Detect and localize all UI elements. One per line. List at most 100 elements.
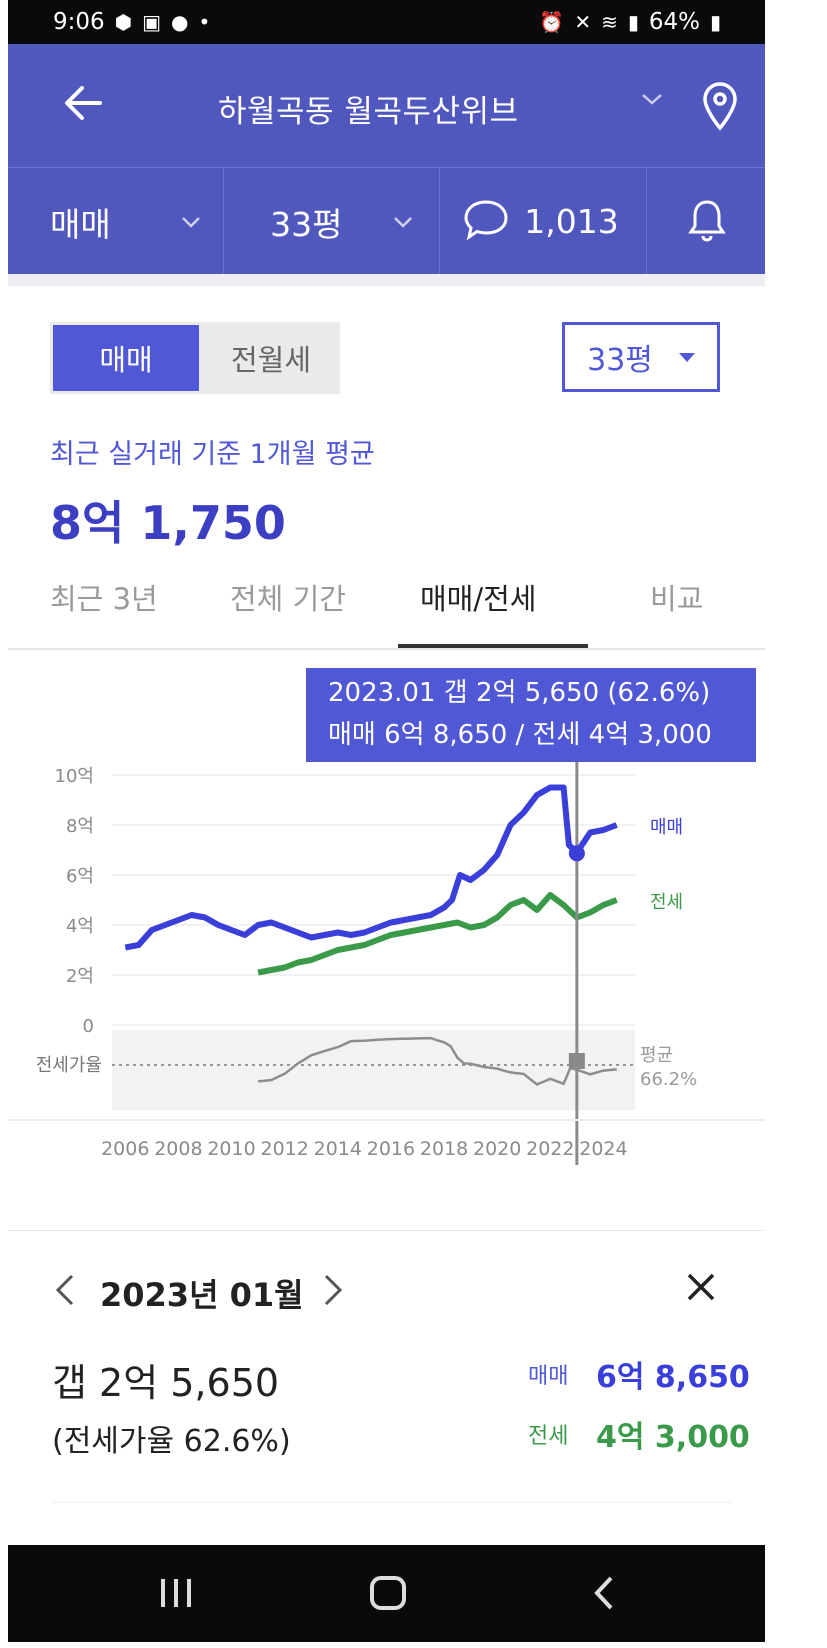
tooltip-line-2: 매매 6억 8,650 / 전세 4억 3,000 [328,720,712,750]
size-select[interactable]: 33평 [562,322,720,392]
deal-type-dropdown[interactable]: 매매 [8,168,225,275]
chevron-right-icon [324,1274,343,1306]
chat-notification-icon: ● [171,10,189,34]
recent-average-label: 최근 실거래 기준 1개월 평균 [50,439,375,470]
sale-series-line [124,784,618,951]
status-bar: 9:06 ⬢ ▣ ● • ⏰ ✕ ≋ ▮ 64% ▮ [8,0,765,44]
tab-all-period[interactable]: 전체 기간 [230,582,346,616]
x-tick-label: 2022 [526,1138,574,1160]
ratio-avg-label: 평균 [640,1045,673,1066]
deal-type-label: 매매 [50,204,111,244]
chevron-down-icon[interactable] [640,88,664,113]
app-notification-icon: ⬢ [114,10,133,34]
battery-icon: ▮ [709,10,721,34]
jeonse-series-line [257,892,618,976]
sale-value: 6억 8,650 [596,1360,750,1395]
system-nav-bar [8,1545,765,1642]
jeonse-value: 4억 3,000 [596,1420,750,1455]
wifi-icon: ≋ [601,10,618,34]
selected-month: 2023년 01월 [100,1276,304,1314]
comments-button[interactable]: 1,013 [440,168,648,275]
chart-tooltip: 2023.01 갭 2억 5,650 (62.6%) 매매 6억 8,650 /… [306,668,756,762]
size-label: 33평 [270,204,343,244]
close-button[interactable] [684,1270,718,1308]
status-time: 9:06 [53,9,105,35]
chat-bubble-icon [462,198,510,246]
app-screen: 9:06 ⬢ ▣ ● • ⏰ ✕ ≋ ▮ 64% ▮ 하월곡동 월곡두산위브 [8,0,765,1642]
x-tick-label: 2014 [314,1138,362,1160]
mute-icon: ✕ [574,10,592,34]
y-tick-label: 8억 [66,816,94,837]
chevron-left-icon [594,1576,613,1610]
period-tabs: 최근 3년 전체 기간 매매/전세 비교 [8,568,765,650]
chevron-left-icon [55,1274,74,1306]
x-tick-label: 2012 [260,1138,308,1160]
alarm-icon: ⏰ [539,10,565,34]
tab-compare[interactable]: 비교 [650,582,704,616]
y-tick-label: 6억 [66,866,94,887]
jeonse-ratio: (전세가율 62.6%) [52,1424,291,1459]
dot-icon: • [198,10,211,34]
toggle-rent[interactable]: 전월세 [230,343,312,377]
location-pin-icon[interactable] [702,82,738,132]
detail-panel: 2023년 01월 갭 2억 5,650 (전세가율 62.6%) 매매 6억 … [8,1230,765,1510]
selected-sale-point [568,845,585,862]
complex-title[interactable]: 하월곡동 월곡두산위브 [218,94,519,130]
size-dropdown[interactable]: 33평 [224,168,441,275]
tab-sale-jeonse[interactable]: 매매/전세 [420,582,537,616]
y-tick-label: 0 [83,1016,94,1037]
size-select-value: 33평 [587,343,653,378]
battery-level: 64% [648,9,700,35]
notification-button[interactable] [647,168,765,275]
jeonse-series-label: 전세 [650,892,683,913]
sale-series-label: 매매 [650,817,683,838]
close-icon [687,1273,715,1301]
y-tick-label: 4억 [66,916,94,937]
active-tab-indicator [398,644,588,648]
comment-count: 1,013 [524,202,619,241]
app-header: 하월곡동 월곡두산위브 [8,44,765,167]
y-tick-label: 10억 [55,766,94,787]
toggle-sale[interactable]: 매매 [53,325,199,391]
x-tick-label: 2018 [420,1138,468,1160]
sale-label: 매매 [528,1364,569,1389]
ratio-avg-value: 66.2% [640,1069,697,1090]
bell-icon [687,198,727,248]
ratio-band [112,1030,635,1110]
divider [52,1502,732,1503]
trade-type-toggle: 매매 전월세 [50,322,340,394]
x-tick-label: 2010 [207,1138,255,1160]
x-tick-label: 2016 [367,1138,415,1160]
divider [8,1230,765,1231]
selected-ratio-point [568,1053,585,1069]
arrow-left-icon [65,86,102,120]
chevron-down-icon [180,210,202,234]
y-tick-label: 2억 [66,966,94,987]
home-icon [370,1576,406,1610]
ratio-axis-label: 전세가율 [36,1055,102,1076]
x-tick-label: 2020 [473,1138,521,1160]
recent-apps-button[interactable] [158,1575,194,1615]
x-tick-label: 2024 [579,1138,627,1160]
home-button[interactable] [368,1575,408,1615]
system-back-button[interactable] [592,1575,616,1615]
filter-bar: 매매 33평 1,013 [8,167,765,275]
next-month-button[interactable] [320,1272,346,1312]
tooltip-line-1: 2023.01 갭 2억 5,650 (62.6%) [328,678,711,708]
ratio-series-line [257,1036,617,1086]
back-button[interactable] [60,80,110,130]
section-divider [8,274,765,286]
image-notification-icon: ▣ [142,10,162,34]
recent-apps-icon [161,1579,191,1607]
jeonse-label: 전세 [528,1424,569,1449]
gap-amount: 갭 2억 5,650 [52,1361,280,1405]
chevron-down-icon [392,210,414,234]
prev-month-button[interactable] [52,1272,78,1312]
x-tick-label: 2008 [154,1138,202,1160]
signal-icon: ▮ [627,10,639,34]
tab-recent-3y[interactable]: 최근 3년 [50,582,158,616]
recent-average-price: 8억 1,750 [50,496,286,550]
x-tick-label: 2006 [101,1138,149,1160]
caret-down-icon [678,352,695,362]
